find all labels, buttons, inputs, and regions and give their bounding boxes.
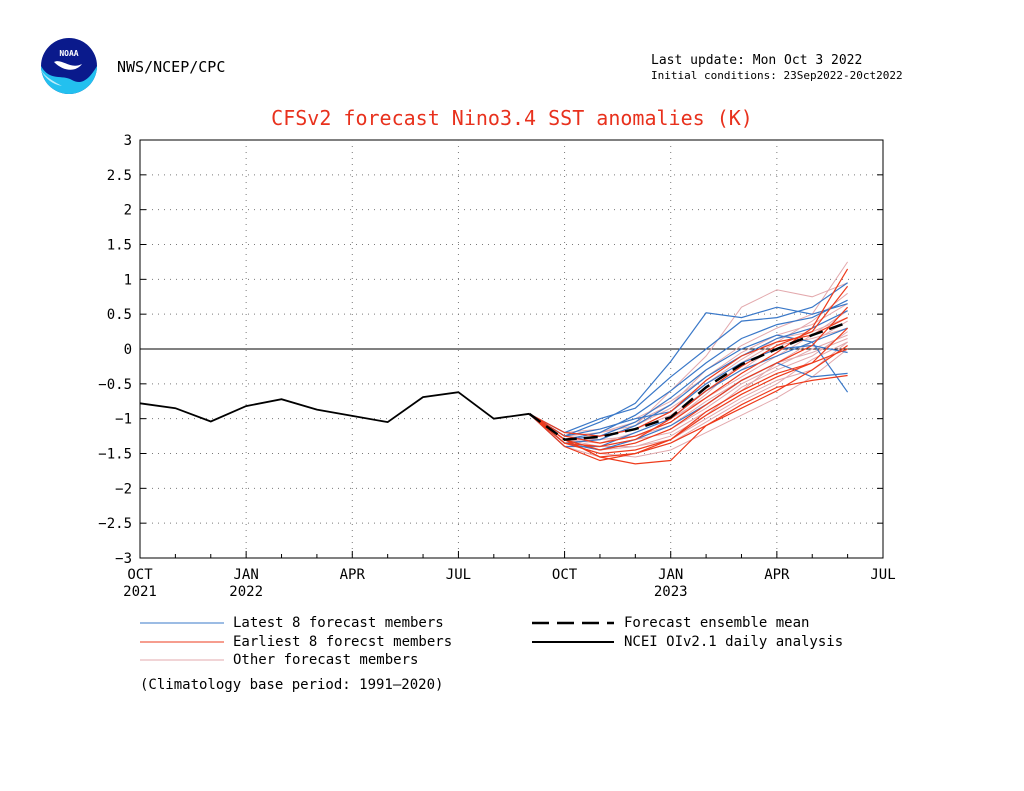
x-tick-label: OCT (127, 567, 153, 583)
x-year-label: 2022 (229, 584, 263, 600)
climatology-footnote: (Climatology base period: 1991—2020) (140, 677, 444, 693)
y-tick-label: −1 (115, 412, 132, 428)
y-tick-label: 3 (124, 133, 132, 149)
legend-label-earliest: Earliest 8 forecst members (233, 634, 453, 650)
y-tick-label: 1.5 (107, 238, 132, 254)
other-member-line (528, 303, 848, 434)
legend-label-other: Other forecast members (233, 652, 419, 668)
latest-member-line (528, 303, 848, 437)
analysis-line (139, 391, 530, 424)
other-member-line (528, 320, 848, 448)
latest-member-line (528, 344, 848, 437)
chart-title: CFSv2 forecast Nino3.4 SST anomalies (K) (271, 106, 753, 130)
y-tick-label: 0 (124, 342, 132, 358)
ensemble-mean-line (528, 321, 849, 441)
x-year-label: 2021 (123, 584, 157, 600)
analysis-layer (139, 391, 530, 424)
agency-label: NWS/NCEP/CPC (117, 58, 226, 76)
y-tick-label: −3 (115, 551, 132, 567)
initial-conditions-label: Initial conditions: 23Sep2022-20ct2022 (651, 69, 903, 82)
y-tick-label: 2 (124, 203, 132, 219)
y-tick-label: −2.5 (98, 516, 132, 532)
logo-text: NOAA (59, 49, 78, 58)
x-tick-label: JUL (446, 567, 471, 583)
y-tick-label: 0.5 (107, 307, 132, 323)
x-tick-label: JAN (233, 567, 258, 583)
x-tick-label: JAN (658, 567, 683, 583)
earliest-member-line (528, 317, 848, 437)
x-tick-label: APR (340, 567, 366, 583)
y-tick-label: −1.5 (98, 447, 132, 463)
legend-label-latest: Latest 8 forecast members (233, 615, 444, 631)
y-tick-label: 1 (124, 272, 132, 288)
noaa-logo: NOAA (41, 38, 97, 94)
legend-label-mean: Forecast ensemble mean (624, 615, 810, 631)
last-update-label: Last update: Mon Oct 3 2022 (651, 53, 863, 68)
y-tick-label: 2.5 (107, 168, 132, 184)
x-tick-label: JUL (870, 567, 895, 583)
latest-member-line (528, 282, 848, 434)
x-tick-label: APR (764, 567, 790, 583)
legend-label-analysis: NCEI OIv2.1 daily analysis (624, 634, 844, 650)
ensemble-mean-layer (528, 321, 849, 441)
earliest-member-line (528, 348, 848, 462)
y-tick-label: −2 (115, 481, 132, 497)
earliest-members-layer (528, 268, 849, 465)
x-tick-label: OCT (552, 567, 578, 583)
x-year-label: 2023 (654, 584, 688, 600)
axes: 32.521.510.50−0.5−1−1.5−2−2.5−3OCT2021JA… (98, 133, 895, 600)
earliest-member-line (528, 268, 849, 444)
y-tick-label: −0.5 (98, 377, 132, 393)
other-member-line (528, 341, 848, 458)
latest-member-line (528, 310, 848, 444)
earliest-member-line (528, 345, 848, 458)
latest-member-line (528, 299, 848, 441)
